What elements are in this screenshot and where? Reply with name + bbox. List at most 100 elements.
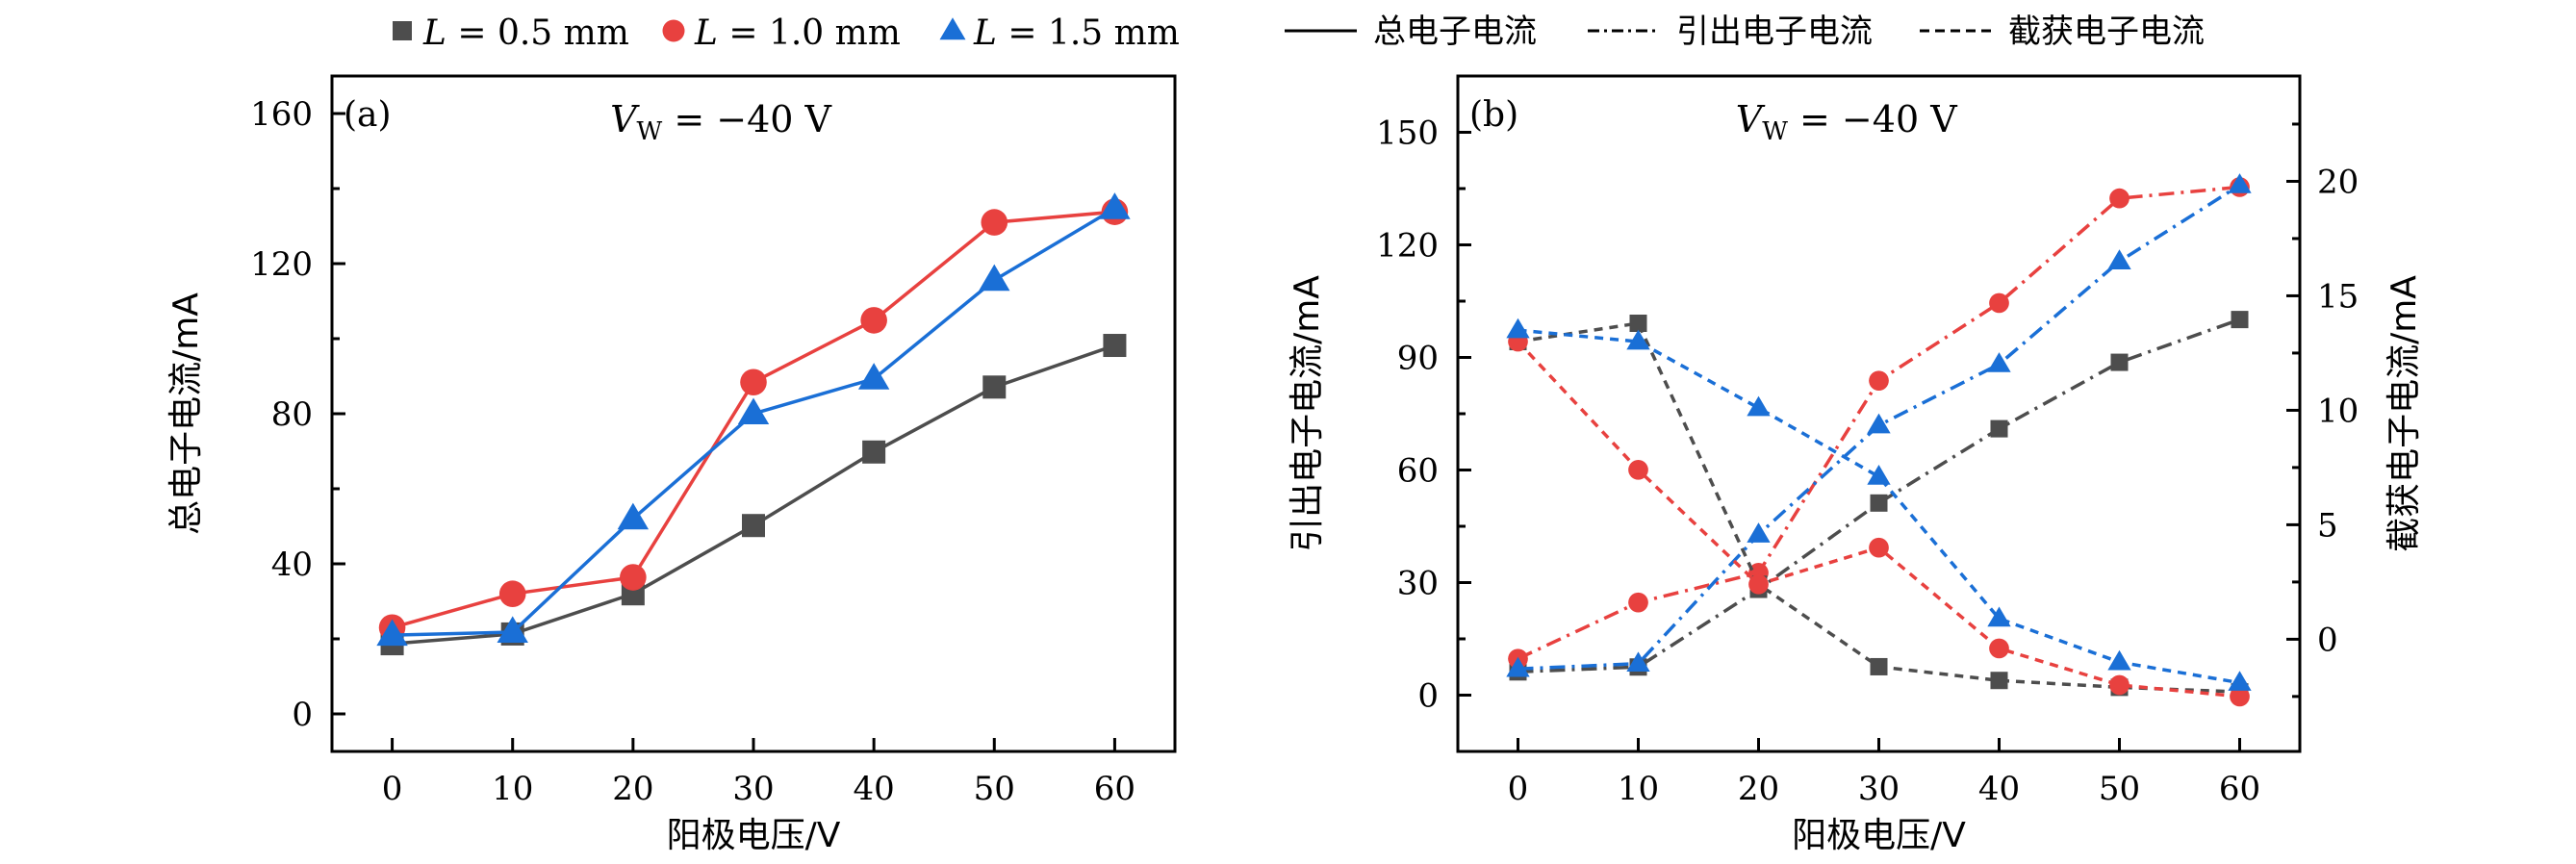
y-right-tick-label: 15: [2317, 277, 2359, 316]
x-axis-title: 阳极电压/V: [667, 816, 841, 855]
x-tick-label: 20: [1738, 770, 1779, 808]
y-tick-label: 0: [1417, 677, 1439, 716]
data-point-triangle: [737, 397, 770, 425]
data-point-triangle: [1867, 465, 1891, 485]
data-point-triangle: [2228, 671, 2252, 691]
data-point-square: [1870, 657, 1888, 675]
x-tick-label: 40: [854, 770, 895, 808]
data-point-triangle: [857, 363, 890, 390]
panel-label: (b): [1469, 95, 1518, 135]
data-point-circle: [1989, 292, 2009, 314]
y-axis-title: 总电子电流/mA: [166, 292, 206, 535]
y-tick-label: 0: [292, 696, 313, 734]
legend-marker-square: [393, 21, 412, 40]
data-point-circle: [1628, 592, 1648, 613]
data-point-triangle: [979, 264, 1010, 292]
x-tick-label: 30: [1858, 770, 1900, 808]
data-point-circle: [2109, 674, 2130, 696]
data-point-square: [982, 375, 1007, 399]
data-point-circle: [860, 307, 887, 334]
x-tick-label: 20: [612, 770, 653, 808]
data-point-circle: [620, 564, 647, 591]
data-point-triangle: [1506, 656, 1530, 677]
legend-label: L = 1.0 mm: [694, 13, 901, 53]
data-point-triangle: [1099, 192, 1131, 219]
data-point-triangle: [1987, 606, 2011, 627]
x-axis-title: 阳极电压/V: [1792, 816, 1966, 855]
data-point-triangle: [1987, 352, 2011, 372]
data-point-circle: [1869, 370, 1889, 392]
data-point-circle: [981, 209, 1008, 236]
panel-a-total-current: 0 10 20 30 40 50 60 0 40 80 120 160 阳极电压/V 总电子电流/mA (a…: [166, 74, 1177, 855]
x-tick-label: 0: [1508, 770, 1529, 808]
x-tick-label: 50: [2099, 770, 2140, 808]
data-point-circle: [1628, 459, 1648, 480]
y-tick-label: 80: [271, 395, 313, 434]
data-point-square: [742, 514, 765, 538]
panel-label: (a): [344, 95, 392, 135]
y-axis-title: 引出电子电流/mA: [1288, 275, 1327, 552]
data-point-square: [1990, 672, 2008, 690]
data-point-square: [1103, 334, 1127, 358]
data-point-circle: [1748, 573, 1769, 595]
data-point-triangle: [2107, 649, 2131, 671]
y-right-tick-label: 10: [2317, 392, 2359, 430]
x-tick-label: 60: [2219, 770, 2260, 808]
x-tick-label: 30: [732, 770, 774, 808]
data-point-triangle: [497, 616, 528, 644]
bias-voltage-annotation: VW = −40 V: [1736, 98, 1957, 146]
y-tick-label: 30: [1397, 565, 1439, 603]
legend-label: L = 0.5 mm: [422, 13, 629, 53]
data-point-circle: [1989, 638, 2009, 659]
x-tick-label: 40: [1978, 770, 2020, 808]
data-point-circle: [498, 580, 526, 607]
data-point-circle: [2109, 188, 2130, 209]
x-tick-label: 0: [382, 770, 403, 808]
data-point-square: [862, 440, 886, 464]
y-tick-label: 120: [250, 245, 313, 284]
y-tick-label: 160: [250, 95, 313, 134]
x-tick-label: 60: [1094, 770, 1135, 808]
data-point-square: [2231, 311, 2249, 329]
data-point-triangle: [1867, 413, 1891, 434]
legend-linestyle-label: 引出电子电流: [1676, 13, 1873, 51]
y-tick-label: 90: [1397, 340, 1439, 378]
data-point-triangle: [2228, 173, 2252, 193]
y-right-tick-label: 5: [2317, 506, 2338, 545]
legend-label: L = 1.5 mm: [973, 13, 1180, 53]
bias-voltage-annotation: VW = −40 V: [610, 98, 831, 146]
legend-linestyle-label: 截获电子电流: [2008, 13, 2205, 51]
y-tick-label: 40: [271, 546, 313, 584]
data-point-triangle: [2107, 249, 2131, 269]
data-point-triangle: [1747, 395, 1771, 417]
data-point-square: [1990, 419, 2008, 438]
data-point-triangle: [1747, 522, 1771, 543]
y-tick-label: 60: [1397, 452, 1439, 491]
legend-marker-circle: [662, 19, 685, 42]
data-point-circle: [2230, 686, 2250, 707]
legend-linestyle-label: 总电子电流: [1373, 13, 1537, 51]
data-point-circle: [1869, 537, 1889, 558]
data-point-square: [1870, 494, 1888, 512]
data-point-circle: [740, 368, 767, 396]
data-point-square: [1629, 315, 1647, 333]
data-point-triangle: [376, 619, 408, 647]
data-point-triangle: [1506, 318, 1530, 339]
y-axis-right-title: 截获电子电流/mA: [2385, 275, 2424, 552]
y-right-tick-label: 0: [2317, 621, 2338, 659]
panel-b-extracted-captured-current: 0 10 20 30 40 50 60 0 30 60 90 120 150 0 5 10 15 20 截获电子电流…: [1288, 74, 2424, 855]
data-point-triangle: [1626, 651, 1650, 673]
y-tick-label: 150: [1376, 114, 1439, 153]
data-point-triangle: [617, 502, 650, 530]
legend: L = 0.5 mm L = 1.0 mm L = 1.5 mm 总电子电流 引出电子电…: [393, 13, 2205, 53]
data-point-square: [2110, 353, 2129, 371]
y-right-tick-label: 20: [2317, 163, 2359, 201]
data-point-triangle: [1626, 329, 1650, 350]
x-tick-label: 50: [974, 770, 1015, 808]
x-tick-label: 10: [1618, 770, 1659, 808]
legend-marker-triangle: [939, 17, 966, 40]
x-tick-label: 10: [492, 770, 533, 808]
series-line: [1517, 340, 2240, 699]
y-tick-label: 120: [1376, 227, 1439, 266]
